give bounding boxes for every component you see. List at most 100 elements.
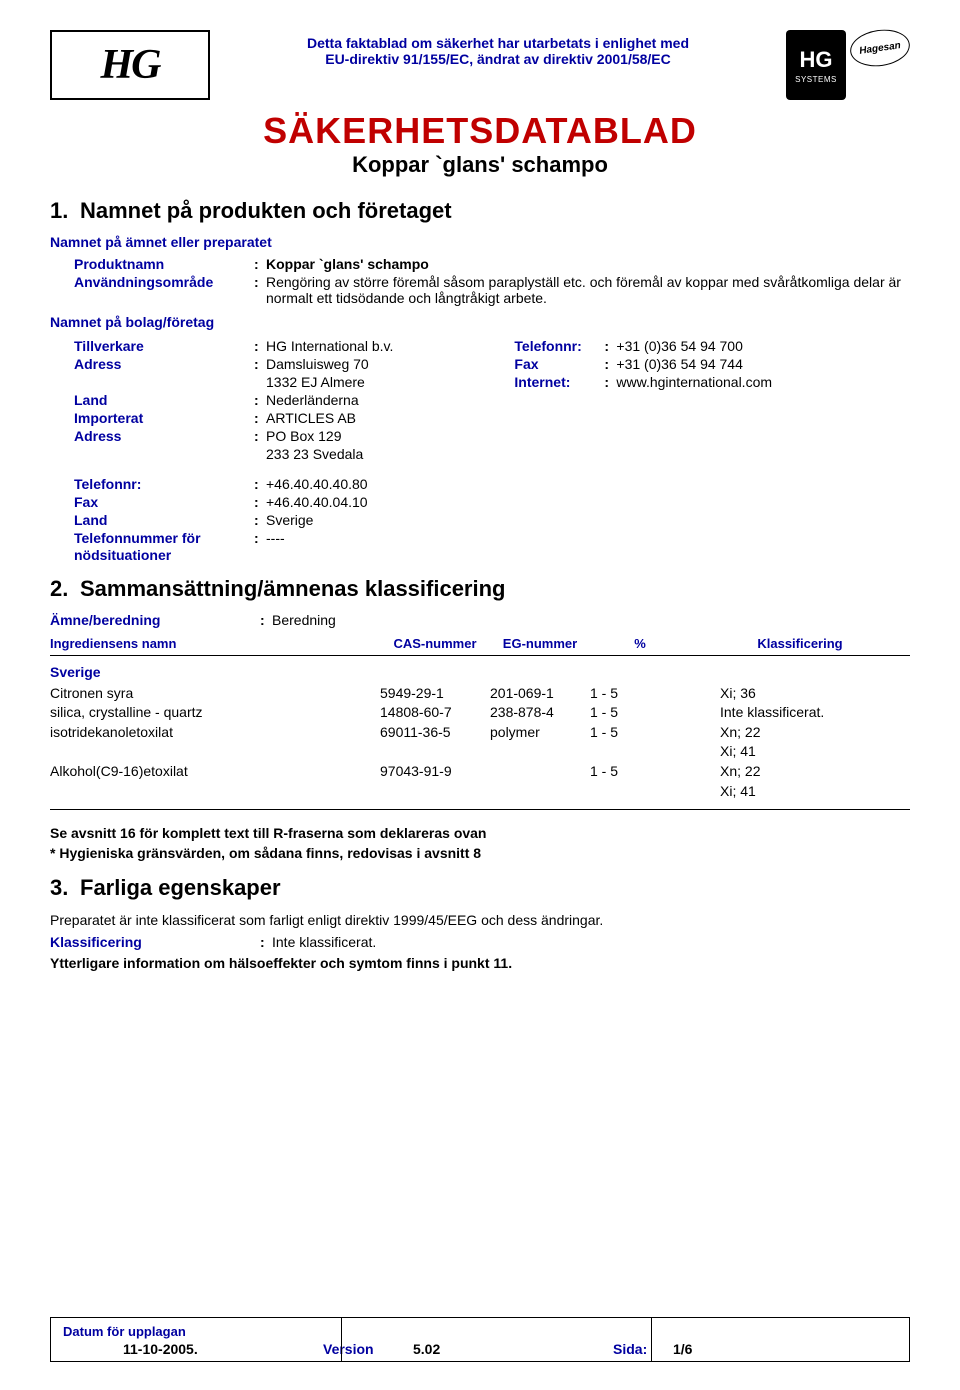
sub-heading-company: Namnet på bolag/företag [50, 314, 910, 330]
addr-row: Adress : Damsluisweg 70 [74, 356, 514, 372]
country2-label: Land [74, 512, 254, 528]
tel-row: Telefonnr: : +31 (0)36 54 94 700 [514, 338, 910, 354]
net-row: Internet: : www.hginternational.com [514, 374, 910, 390]
section-2-num: 2. [50, 576, 80, 602]
emerg-value: ---- [266, 530, 910, 546]
country-value: Nederländerna [266, 392, 514, 408]
hg-systems-text: HG [800, 47, 833, 73]
ing-pct: 1 - 5 [590, 684, 690, 704]
table-row: Alkohol(C9-16)etoxilat 97043-91-9 1 - 5 … [50, 762, 910, 782]
country-row: Land : Nederländerna [74, 392, 514, 408]
doc-title: SÄKERHETSDATABLAD [50, 110, 910, 152]
col-class: Klassificering [690, 636, 910, 651]
header: HG Detta faktablad om säkerhet har utarb… [50, 30, 910, 100]
hg-logo-left: HG [50, 30, 210, 100]
directive-line1: Detta faktablad om säkerhet har utarbeta… [307, 35, 689, 51]
ing-eg [490, 782, 590, 802]
ing-cas: 97043-91-9 [380, 762, 490, 782]
title-block: SÄKERHETSDATABLAD Koppar `glans' schampo [50, 110, 910, 178]
ing-pct: 1 - 5 [590, 703, 690, 723]
ing-name [50, 782, 380, 802]
table-row: Citronen syra 5949-29-1 201-069-1 1 - 5 … [50, 684, 910, 704]
fax-label: Fax [514, 356, 604, 372]
ing-eg: 201-069-1 [490, 684, 590, 704]
fax-row: Fax : +31 (0)36 54 94 744 [514, 356, 910, 372]
ing-name: Citronen syra [50, 684, 380, 704]
footer-date: 11-10-2005. [63, 1341, 323, 1357]
footer-box: Datum för upplagan 11-10-2005. Version 5… [50, 1317, 910, 1362]
ing-class: Inte klassificerat. [690, 703, 910, 723]
ing-class: Xi; 41 [690, 742, 910, 762]
hg-systems-logo: HG SYSTEMS [786, 30, 846, 100]
product-name-label: Produktnamn [74, 256, 254, 272]
net-value: www.hginternational.com [616, 374, 910, 390]
doc-subtitle: Koppar `glans' schampo [50, 152, 910, 178]
ing-pct: 1 - 5 [590, 762, 690, 782]
col-cas: CAS-nummer [380, 636, 490, 651]
footer-page-label: Sida: [613, 1341, 673, 1357]
addr2-row: Adress : PO Box 129 [74, 428, 514, 444]
header-directive: Detta faktablad om säkerhet har utarbeta… [307, 35, 689, 67]
classification-label: Klassificering [50, 934, 260, 950]
tel-value: +31 (0)36 54 94 700 [616, 338, 910, 354]
tel-label: Telefonnr: [514, 338, 604, 354]
footer-date-label: Datum för upplagan [63, 1324, 897, 1339]
import-label: Importerat [74, 410, 254, 426]
net-label: Internet: [514, 374, 604, 390]
directive-line2: EU-direktiv 91/155/EC, ändrat av direkti… [307, 51, 689, 67]
sverige-label: Sverige [50, 664, 910, 680]
tel2-row: Telefonnr: : +46.40.40.40.80 [74, 476, 910, 492]
fax-value: +31 (0)36 54 94 744 [616, 356, 910, 372]
import-row: Importerat : ARTICLES AB [74, 410, 514, 426]
addr-label: Adress [74, 356, 254, 372]
ing-cas [380, 742, 490, 762]
ing-cas: 69011-36-5 [380, 723, 490, 743]
section-1-heading: 1. Namnet på produkten och företaget [50, 198, 910, 224]
ing-class: Xn; 22 [690, 762, 910, 782]
addr2-label: Adress [74, 428, 254, 444]
table-notes: Se avsnitt 16 för komplett text till R-f… [50, 824, 910, 863]
ing-name: silica, crystalline - quartz [50, 703, 380, 723]
ing-class: Xn; 22 [690, 723, 910, 743]
ing-name: Alkohol(C9-16)etoxilat [50, 762, 380, 782]
country2-row: Land : Sverige [74, 512, 910, 528]
ing-pct [590, 782, 690, 802]
table-row: Xi; 41 [50, 782, 910, 802]
section-1-num: 1. [50, 198, 80, 224]
logo-right-group: HG SYSTEMS Hagesan [786, 30, 910, 100]
table-row: Xi; 41 [50, 742, 910, 762]
country-label: Land [74, 392, 254, 408]
table-row: silica, crystalline - quartz 14808-60-7 … [50, 703, 910, 723]
addr-value2: 1332 EJ Almere [266, 374, 514, 390]
ing-eg [490, 762, 590, 782]
section-2-title: Sammansättning/ämnenas klassificering [80, 576, 506, 602]
product-name-value: Koppar `glans' schampo [266, 256, 910, 272]
col-ingredient-name: Ingrediensens namn [50, 636, 380, 651]
ing-cas: 5949-29-1 [380, 684, 490, 704]
hg-systems-sub: SYSTEMS [795, 75, 837, 84]
mfr-value: HG International b.v. [266, 338, 514, 354]
amne-value: Beredning [272, 612, 336, 628]
use-value: Rengöring av större föremål såsom parapl… [266, 274, 910, 306]
section-3-title: Farliga egenskaper [80, 875, 281, 901]
ing-class: Xi; 36 [690, 684, 910, 704]
amne-row: Ämne/beredning : Beredning [50, 612, 910, 628]
emerg-label: Telefonnummer för nödsituationer [74, 530, 254, 564]
section-1-title: Namnet på produkten och företaget [80, 198, 452, 224]
col-eg: EG-nummer [490, 636, 590, 651]
use-label: Användningsområde [74, 274, 254, 290]
ing-pct [590, 742, 690, 762]
emerg-row: Telefonnummer för nödsituationer : ---- [74, 530, 910, 564]
addr-value1: Damsluisweg 70 [266, 356, 514, 372]
addr2-value2: 233 23 Svedala [266, 446, 514, 462]
section-3-heading: 3. Farliga egenskaper [50, 875, 910, 901]
tel2-value: +46.40.40.40.80 [266, 476, 910, 492]
fax2-label: Fax [74, 494, 254, 510]
note1: Se avsnitt 16 för komplett text till R-f… [50, 824, 910, 844]
ingredients-table-body: Citronen syra 5949-29-1 201-069-1 1 - 5 … [50, 684, 910, 802]
sub-heading-prep: Namnet på ämnet eller preparatet [50, 234, 910, 250]
table-row: isotridekanoletoxilat 69011-36-5 polymer… [50, 723, 910, 743]
s3-para1: Preparatet är inte klassificerat som far… [50, 911, 910, 930]
amne-label: Ämne/beredning [50, 612, 260, 628]
ing-class: Xi; 41 [690, 782, 910, 802]
